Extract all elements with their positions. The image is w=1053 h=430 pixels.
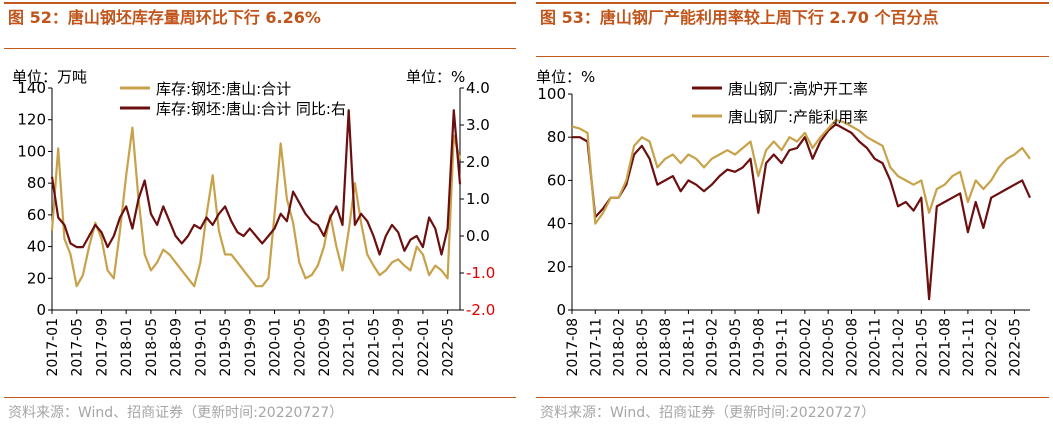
left-y-left-tick-label: 100 (17, 142, 46, 160)
right-x-tick-label: 2022-05 (1007, 318, 1023, 377)
right-bottom-rule (536, 397, 1049, 398)
left-chart-title: 图 52：唐山钢坯库存量周环比下行 6.26% (8, 8, 321, 27)
left-x-tick-label: 2017-09 (94, 318, 110, 377)
right-y-left-tick-label: 80 (547, 128, 566, 146)
left-y-right-tick-label: -1.0 (466, 264, 495, 282)
right-source-note: 资料来源：Wind、招商证券（更新时间:20220727） (540, 405, 876, 421)
left-bottom-rule (4, 397, 516, 398)
left-title-rule (4, 48, 516, 49)
right-x-tick-label: 2020-02 (798, 318, 814, 377)
right-x-tick-label: 2020-11 (868, 318, 884, 377)
right-y-left-tick-label: 40 (547, 215, 566, 233)
right-title-rule (536, 56, 1049, 57)
right-legend-label-2: 唐山钢厂:产能利用率 (728, 108, 868, 126)
left-x-tick-label: 2018-09 (169, 318, 185, 377)
right-x-tick-label: 2021-11 (961, 318, 977, 377)
left-x-tick-label: 2020-09 (317, 318, 333, 377)
left-y-left-tick-label: 20 (27, 269, 46, 287)
right-series-line-2 (571, 118, 1031, 225)
left-y-left-tick-label: 60 (27, 206, 46, 224)
left-x-tick-label: 2022-01 (416, 318, 432, 377)
left-top-rule (4, 2, 516, 4)
right-x-tick-label: 2017-08 (565, 318, 581, 377)
left-x-tick-label: 2017-01 (45, 318, 61, 377)
right-y-left-unit: 单位：% (536, 68, 595, 86)
right-top-rule (536, 2, 1049, 4)
left-source-note: 资料来源：Wind、招商证券（更新时间:20220727） (8, 405, 344, 421)
left-x-tick-label: 2019-01 (193, 318, 209, 377)
left-x-tick-label: 2017-05 (70, 318, 86, 377)
left-y-left-tick-label: 0 (36, 301, 46, 319)
right-x-tick-label: 2022-02 (984, 318, 1000, 377)
left-y-left-tick-label: 120 (17, 111, 46, 129)
left-x-tick-label: 2020-05 (292, 318, 308, 377)
left-y-left-tick-label: 140 (17, 79, 46, 97)
left-x-tick-label: 2020-01 (268, 318, 284, 377)
left-chart: 单位：万吨 单位：% 0 20 40 60 80 100 120 140 -2.0 -1.0 0.0 1.… (12, 68, 495, 377)
right-x-tick-label: 2018-02 (612, 318, 628, 377)
right-x-tick-label: 2019-02 (705, 318, 721, 377)
right-y-left-tick-label: 20 (547, 258, 566, 276)
left-x-tick-label: 2018-01 (119, 318, 135, 377)
left-x-tick-label: 2021-05 (366, 318, 382, 377)
right-x-tick-label: 2021-05 (914, 318, 930, 377)
right-x-tick-label: 2020-08 (844, 318, 860, 377)
right-x-tick-label: 2020-05 (821, 318, 837, 377)
right-legend-label-1: 唐山钢厂:高炉开工率 (728, 80, 868, 98)
left-y-right-tick-label: 3.0 (466, 116, 490, 134)
left-legend-label-1: 库存:钢坯:唐山:合计 (156, 80, 291, 98)
left-x-tick-label: 2021-09 (391, 318, 407, 377)
left-series-line-1 (50, 126, 462, 288)
right-x-tick-label: 2017-11 (588, 318, 604, 377)
left-y-left-unit: 单位：万吨 (12, 68, 87, 86)
left-x-tick-label: 2019-09 (243, 318, 259, 377)
right-x-tick-label: 2018-05 (635, 318, 651, 377)
left-legend-label-2: 库存:钢坯:唐山:合计 同比:右 (156, 100, 346, 118)
left-y-right-tick-label: 2.0 (466, 153, 490, 171)
left-y-right-tick-label: 1.0 (466, 190, 490, 208)
right-x-tick-label: 2021-08 (938, 318, 954, 377)
right-y-left-tick-label: 100 (537, 85, 566, 103)
left-y-right-tick-label: -2.0 (466, 301, 495, 319)
right-x-tick-label: 2021-02 (891, 318, 907, 377)
right-x-tick-label: 2019-05 (728, 318, 744, 377)
right-x-tick-label: 2018-11 (681, 318, 697, 377)
left-x-tick-label: 2019-05 (218, 318, 234, 377)
left-x-tick-label: 2021-01 (342, 318, 358, 377)
left-x-tick-label: 2022-05 (441, 318, 457, 377)
right-chart-title: 图 53：唐山钢厂产能利用率较上周下行 2.70 个百分点 (540, 8, 939, 27)
left-chart-panel: 图 52：唐山钢坯库存量周环比下行 6.26% 单位：万吨 单位：% 0 20 40 60… (0, 0, 520, 430)
right-x-tick-label: 2019-11 (775, 318, 791, 377)
left-x-tick-label: 2018-05 (144, 318, 160, 377)
right-y-left-tick-label: 60 (547, 171, 566, 189)
right-x-tick-label: 2018-08 (658, 318, 674, 377)
left-y-right-tick-label: 0.0 (466, 227, 490, 245)
right-chart: 单位：% 0 20 40 60 80 100 2017-08 2017-11 2018-02 201… (536, 68, 1032, 377)
left-y-right-tick-label: 4.0 (466, 79, 490, 97)
right-y-left-tick-label: 0 (556, 301, 566, 319)
right-chart-panel: 图 53：唐山钢厂产能利用率较上周下行 2.70 个百分点 单位：% 0 20 40 6… (532, 0, 1053, 430)
right-series-line-1 (572, 123, 1032, 301)
left-y-left-tick-label: 40 (27, 238, 46, 256)
right-x-tick-label: 2019-08 (751, 318, 767, 377)
left-series-line-2 (50, 109, 462, 256)
left-y-right-unit: 单位：% (406, 68, 465, 86)
left-y-left-tick-label: 80 (27, 174, 46, 192)
